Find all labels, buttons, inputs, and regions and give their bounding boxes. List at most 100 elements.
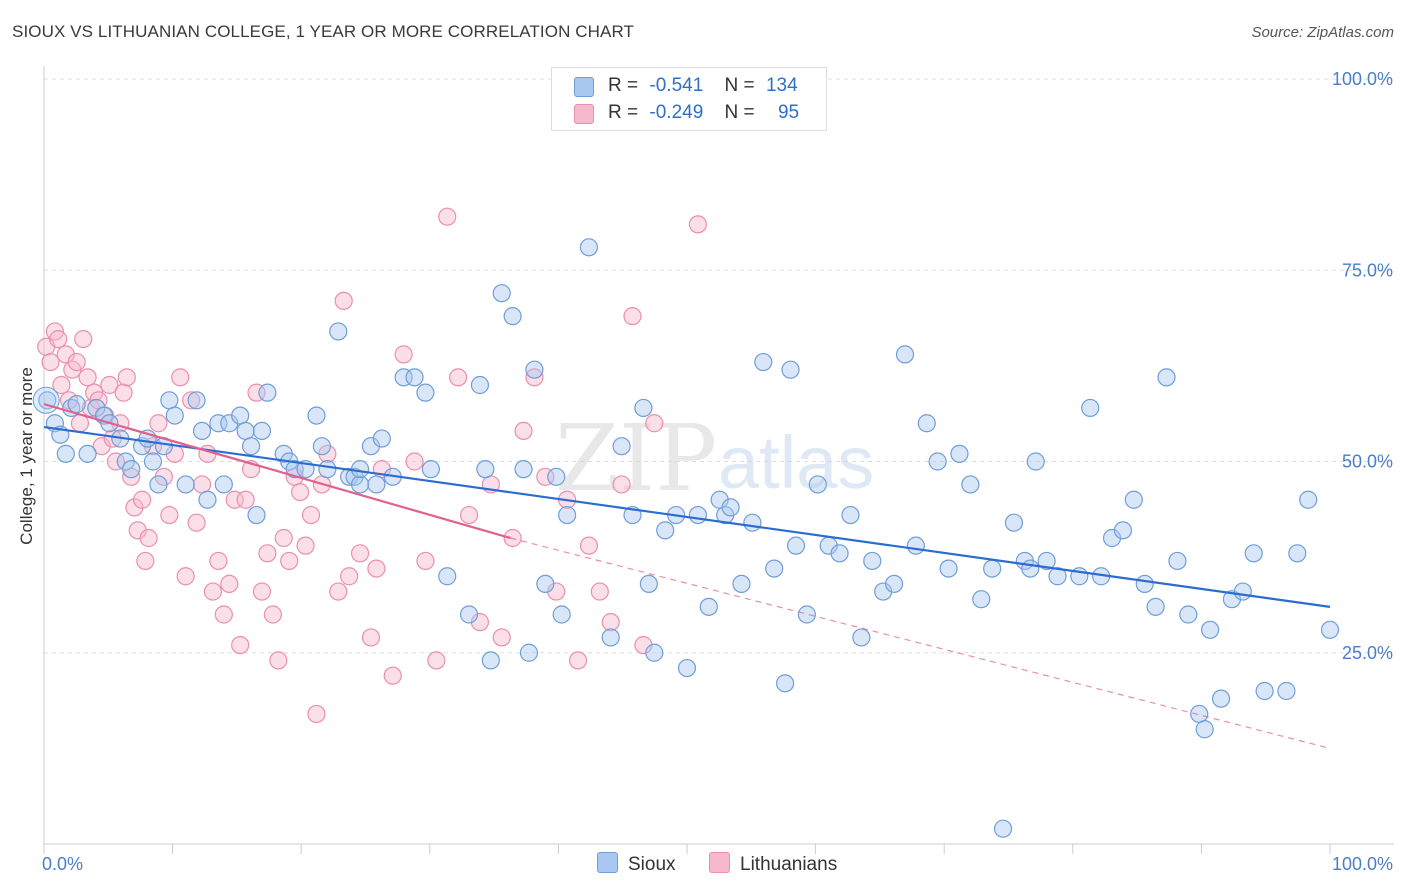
sioux-point xyxy=(307,406,326,425)
lithuanians-point xyxy=(301,505,321,525)
sioux-point xyxy=(56,444,75,463)
lithuanians-point xyxy=(236,490,255,509)
grid-lines xyxy=(44,78,1394,654)
lithuanians-point xyxy=(231,635,250,655)
sioux-point xyxy=(656,521,675,540)
sioux-point xyxy=(765,559,784,578)
sioux-point xyxy=(634,398,653,418)
lithuanians-point xyxy=(367,559,386,578)
trend-lines xyxy=(43,403,1331,749)
sioux-point xyxy=(252,421,272,440)
lithuanians-point xyxy=(139,528,158,548)
lithuanians-trend-line xyxy=(43,403,511,540)
lithuanians-point xyxy=(78,368,97,387)
sioux-point xyxy=(525,360,544,379)
sioux-label: Sioux xyxy=(628,854,676,875)
sioux-point xyxy=(1004,513,1024,532)
lithuanians-point xyxy=(52,375,71,395)
y-tick-label: 75.0% xyxy=(1342,260,1393,280)
sioux-point xyxy=(318,460,337,479)
lithuanians-point xyxy=(601,613,620,632)
lithuanians-point xyxy=(136,551,155,571)
lithuanians-point xyxy=(258,544,277,563)
sioux-point xyxy=(122,460,141,479)
sioux-point xyxy=(1026,452,1045,471)
sioux-point xyxy=(32,386,60,414)
legend-r-value: -0.541 xyxy=(649,75,704,96)
lithuanians-point xyxy=(514,421,533,440)
sioux-point xyxy=(688,505,707,525)
sioux-point xyxy=(241,437,261,456)
lithuanians-point xyxy=(171,368,190,387)
sioux-point xyxy=(1195,720,1214,739)
sioux-point xyxy=(1277,681,1296,701)
sioux-point xyxy=(1299,490,1318,509)
x-tick-label: 100.0% xyxy=(1332,854,1393,874)
lithuanians-swatch xyxy=(709,852,730,873)
lithuanians-point xyxy=(106,452,126,471)
chart-title: SIOUX VS LITHUANIAN COLLEGE, 1 YEAR OR M… xyxy=(12,22,635,41)
sioux-point xyxy=(841,505,860,525)
sioux-point xyxy=(781,360,800,379)
lithuanians-point xyxy=(182,391,201,410)
sioux-point xyxy=(519,643,539,662)
sioux-point xyxy=(743,513,762,532)
sioux-point xyxy=(830,544,849,563)
lithuanians-point xyxy=(688,215,707,234)
lithuanians-point xyxy=(568,651,588,670)
sioux-point xyxy=(1190,704,1209,724)
sioux-point xyxy=(645,643,664,662)
lithuanians-point xyxy=(214,605,233,624)
sioux-point xyxy=(906,536,925,555)
sioux-point xyxy=(1113,521,1133,540)
lithuanians-point xyxy=(525,368,544,387)
lithuanians-point xyxy=(176,567,195,586)
sioux-point xyxy=(416,383,435,402)
lithuanians-trend-extension xyxy=(510,537,1331,749)
sioux-point xyxy=(38,391,57,410)
lithuanians-point xyxy=(74,330,93,349)
y-tick-label: 100.0% xyxy=(1332,69,1393,89)
sioux-point xyxy=(1201,620,1220,639)
sioux-point xyxy=(187,391,206,410)
lithuanians-point xyxy=(291,483,310,502)
lithuanians-point xyxy=(340,567,359,586)
sioux-point xyxy=(895,345,915,364)
sioux-point xyxy=(699,597,718,616)
sioux-trend-line xyxy=(43,425,1331,608)
sioux-point xyxy=(350,475,370,494)
sioux-point xyxy=(863,551,882,571)
lithuanians-point xyxy=(612,475,631,494)
sioux-point xyxy=(786,536,806,555)
lithuanians-point xyxy=(449,368,468,387)
sioux-point xyxy=(536,574,555,594)
sioux-point xyxy=(639,574,658,594)
tick-labels: 25.0% 50.0% 75.0% 100.0% 0.0% 100.0% xyxy=(42,69,1393,874)
sioux-point xyxy=(192,421,212,440)
sioux-point xyxy=(285,460,304,479)
sioux-point xyxy=(214,475,233,494)
sioux-point xyxy=(558,505,577,525)
lithuanians-point xyxy=(100,375,119,395)
sioux-point xyxy=(492,284,511,303)
axes xyxy=(43,66,1394,854)
sioux-point xyxy=(808,475,827,494)
legend-n-value: 134 xyxy=(765,75,798,96)
sioux-point xyxy=(1233,582,1252,601)
sioux-point xyxy=(372,429,391,448)
legend-r-value: -0.249 xyxy=(649,102,704,123)
sioux-point xyxy=(78,444,97,463)
lithuanians-point xyxy=(263,605,282,624)
sioux-point xyxy=(579,238,599,257)
lithuanians-point xyxy=(117,368,136,387)
sioux-swatch xyxy=(597,852,618,873)
lithuanians-point xyxy=(203,582,223,601)
sioux-point xyxy=(1288,544,1307,563)
sioux-point xyxy=(247,505,266,525)
lithuanians-point xyxy=(49,330,68,349)
sioux-point xyxy=(329,322,348,341)
sioux-point xyxy=(198,490,217,509)
sioux-point xyxy=(514,460,533,479)
sioux-point xyxy=(1179,605,1198,624)
